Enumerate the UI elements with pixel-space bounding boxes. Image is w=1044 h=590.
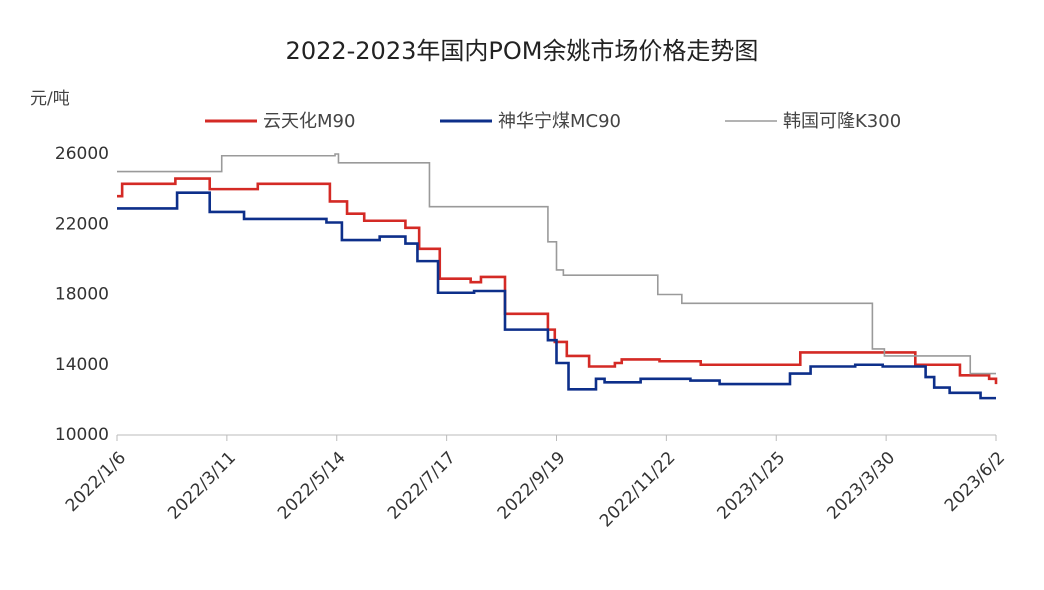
y-tick-label: 10000 [55,425,109,445]
y-axis-label: 元/吨 [30,89,70,109]
series-line [117,191,996,400]
y-tick-label: 22000 [55,214,109,234]
x-tick-label: 2023/1/25 [714,448,790,524]
legend-label: 韩国可隆K300 [783,111,901,132]
x-tick-label: 2022/7/17 [384,448,460,524]
x-tick-label: 2022/1/6 [62,448,130,516]
x-tick-label: 2023/3/30 [823,448,899,524]
y-tick-label: 26000 [55,144,109,164]
chart-title: 2022-2023年国内POM余姚市场价格走势图 [286,37,759,65]
x-tick-label: 2023/6/2 [941,448,1009,516]
series-line [117,153,996,375]
x-tick-label: 2022/11/22 [596,448,679,531]
y-tick-label: 14000 [55,355,109,375]
legend-label: 神华宁煤MC90 [498,111,621,132]
x-tick-label: 2022/5/14 [274,448,350,524]
x-tick-label: 2022/3/11 [164,448,240,524]
x-tick-label: 2022/9/19 [494,448,570,524]
legend-label: 云天化M90 [263,111,355,132]
y-tick-label: 18000 [55,285,109,305]
